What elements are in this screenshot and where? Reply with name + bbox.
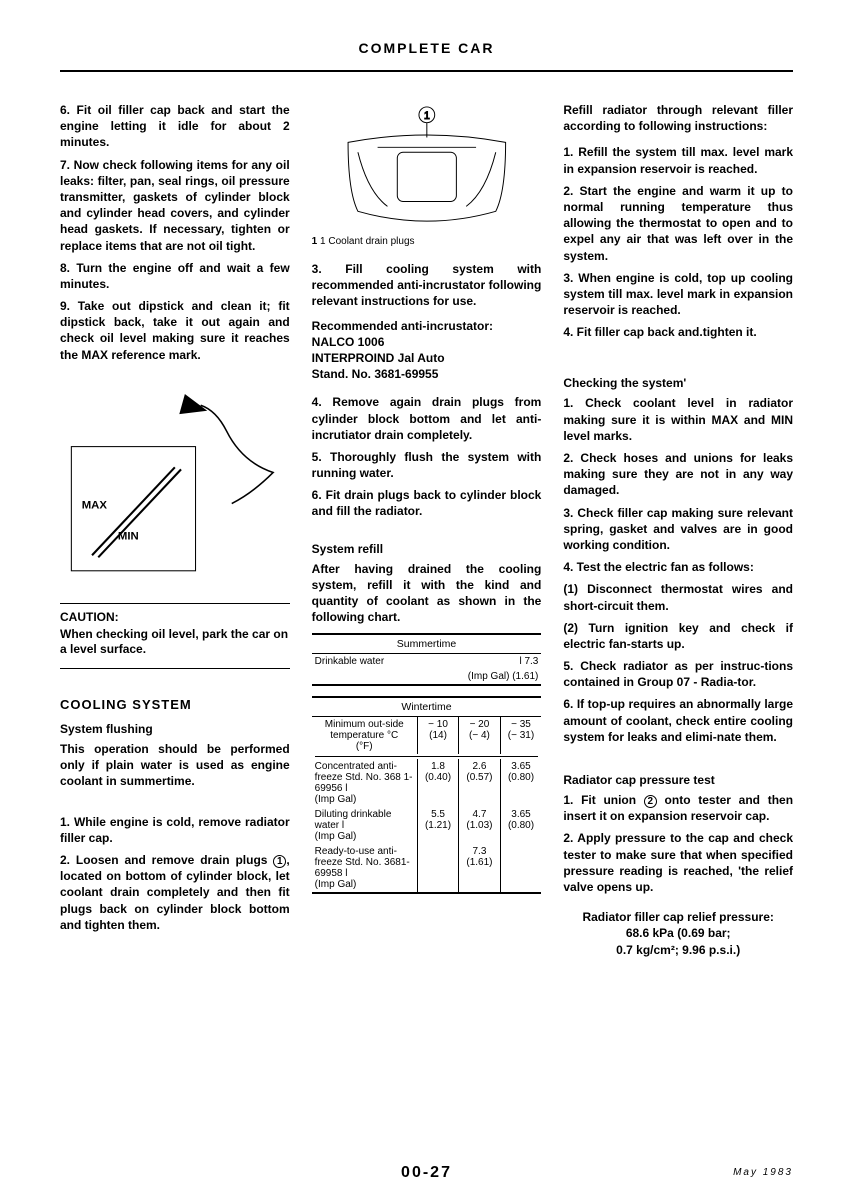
flush-intro: This operation should be performed only … — [60, 741, 290, 790]
pressure-label: Radiator filler cap relief pressure: — [563, 909, 793, 925]
column-3: Refill radiator through relevant filler … — [563, 102, 793, 958]
recommended-block: Recommended anti-incrustator: NALCO 1006… — [312, 318, 542, 383]
figure-caption-text: 1 Coolant drain plugs — [320, 236, 415, 247]
check-4b: (2) Turn ignition key and check if elect… — [563, 620, 793, 652]
date-stamp: May 1983 — [733, 1167, 793, 1178]
para-7: 7. Now check following items for any oil… — [60, 157, 290, 254]
dipstick-min-label: MIN — [118, 531, 139, 543]
rec-1: NALCO 1006 — [312, 334, 542, 350]
check-4a: (1) Disconnect thermostat wires and shor… — [563, 581, 793, 613]
para-8: 8. Turn the engine off and wait a few mi… — [60, 260, 290, 292]
svg-text:1: 1 — [424, 110, 430, 122]
figure-caption: 1 1 Coolant drain plugs — [312, 236, 542, 247]
pressure-spec: Radiator filler cap relief pressure: 68.… — [563, 909, 793, 958]
content-columns: 6. Fit oil filler cap back and start the… — [60, 102, 793, 958]
caution-title: CAUTION: — [60, 610, 290, 624]
para-6: 6. Fit oil filler cap back and start the… — [60, 102, 290, 151]
pressure-2: 0.7 kg/cm²; 9.96 p.s.i.) — [563, 942, 793, 958]
rec-2: INTERPROIND Jal Auto — [312, 350, 542, 366]
dipstick-figure: MAX MIN — [60, 383, 290, 593]
checking-system-heading: Checking the system' — [563, 376, 793, 390]
drain-plug-figure: 1 — [312, 102, 542, 232]
caution-text: When checking oil level, park the car on… — [60, 627, 290, 658]
winter-title: Wintertime — [312, 698, 542, 716]
rec-label: Recommended anti-incrustator: — [312, 318, 542, 334]
page-number: 00-27 — [401, 1164, 452, 1182]
col2-p6: 6. Fit drain plugs back to cylinder bloc… — [312, 487, 542, 519]
flush-step-2: 2. Loosen and remove drain plugs 1, loca… — [60, 852, 290, 933]
check-2: 2. Check hoses and unions for leaks maki… — [563, 450, 793, 499]
system-refill-heading: System refill — [312, 542, 542, 556]
check-3: 3. Check filler cap making sure relevant… — [563, 505, 793, 554]
check-5: 5. Check radiator as per instruc-tions c… — [563, 658, 793, 690]
refill-intro: After having drained the cooling system,… — [312, 561, 542, 626]
rec-3: Stand. No. 3681-69955 — [312, 366, 542, 382]
col2-p4: 4. Remove again drain plugs from cylinde… — [312, 394, 542, 443]
check-4: 4. Test the electric fan as follows: — [563, 559, 793, 575]
circle-1-icon: 1 — [273, 855, 286, 868]
col3-p2: 2. Start the engine and warm it up to no… — [563, 183, 793, 264]
dipstick-max-label: MAX — [82, 500, 108, 512]
col2-p5: 5. Thoroughly flush the system with runn… — [312, 449, 542, 481]
summer-row-label: Drinkable water — [312, 654, 438, 669]
col3-p1: 1. Refill the system till max. level mar… — [563, 144, 793, 176]
para-9: 9. Take out dipstick and clean it; fit d… — [60, 298, 290, 363]
flush-2a: 2. Loosen and remove drain plugs — [60, 853, 273, 867]
wintertime-table: Wintertime Minimum out-side temperature … — [312, 696, 542, 894]
circle-2-icon: 2 — [644, 795, 657, 808]
col3-intro: Refill radiator through relevant filler … — [563, 102, 793, 134]
column-2: 1 1 1 Coolant drain plugs 3. Fill coolin… — [312, 102, 542, 958]
check-1: 1. Check coolant level in radiator makin… — [563, 395, 793, 444]
system-flushing-heading: System flushing — [60, 722, 290, 736]
summer-val-l: l 7.3 — [438, 654, 541, 669]
check-6: 6. If top-up requires an abnormally larg… — [563, 696, 793, 745]
summer-unit: (Imp Gal) — [468, 671, 510, 682]
cooling-system-heading: COOLING SYSTEM — [60, 697, 290, 712]
col2-p3: 3. Fill cooling system with recommended … — [312, 261, 542, 310]
cap-test-heading: Radiator cap pressure test — [563, 773, 793, 787]
pressure-1: 68.6 kPa (0.69 bar; — [563, 925, 793, 941]
cap-2: 2. Apply pressure to the cap and check t… — [563, 830, 793, 895]
summer-val-gal: (1.61) — [512, 671, 538, 682]
column-1: 6. Fit oil filler cap back and start the… — [60, 102, 290, 958]
flush-step-1: 1. While engine is cold, remove radiator… — [60, 814, 290, 846]
summertime-table: Summertime Drinkable water l 7.3 (Imp Ga… — [312, 633, 542, 686]
col3-p3: 3. When engine is cold, top up cooling s… — [563, 270, 793, 319]
page-header: COMPLETE CAR — [60, 40, 793, 72]
col3-p4: 4. Fit filler cap back and.tighten it. — [563, 324, 793, 340]
cap-1: 1. Fit union 2 onto tester and then inse… — [563, 792, 793, 824]
summer-title: Summertime — [312, 635, 542, 653]
